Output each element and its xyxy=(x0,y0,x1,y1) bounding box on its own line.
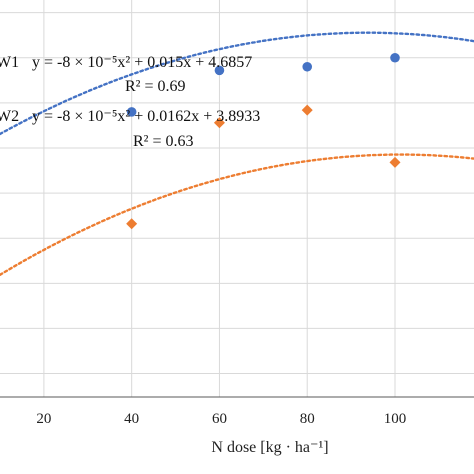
series2-trendline xyxy=(0,153,474,276)
series2-point xyxy=(301,104,313,116)
series2-name-label: W2 xyxy=(0,108,19,125)
series2-point xyxy=(126,218,138,230)
series1-trendline xyxy=(0,31,474,136)
series2-point xyxy=(213,117,225,129)
data-points xyxy=(126,52,401,230)
series1-point xyxy=(214,65,225,76)
trendlines xyxy=(0,31,474,276)
series2-point xyxy=(389,156,401,168)
series2-equation-label: y = -8 × 10⁻⁵x² + 0.0162x + 3.8933 xyxy=(32,108,260,125)
trendline-equations: W1 y = -8 × 10⁻⁵x² + 0.015x + 4.6857 R² … xyxy=(0,54,260,150)
x-tick-label: 80 xyxy=(300,411,315,427)
series1-point xyxy=(126,107,137,117)
series1-equation-label: y = -8 × 10⁻⁵x² + 0.015x + 4.6857 xyxy=(32,54,252,71)
x-axis-title: N dose [kg · ha⁻¹] xyxy=(211,439,328,456)
x-tick-label: 20 xyxy=(36,411,51,427)
series2-r2-label: R² = 0.63 xyxy=(133,133,194,150)
x-tick-labels: 20 40 60 80 100 xyxy=(36,411,406,427)
series1-name-label: W1 xyxy=(0,54,19,71)
x-tick-label: 60 xyxy=(212,411,227,427)
x-tick-label: 100 xyxy=(384,411,407,427)
series1-r2-label: R² = 0.69 xyxy=(125,78,186,95)
series1-point xyxy=(390,52,400,63)
x-tick-label: 40 xyxy=(124,411,139,427)
series1-point xyxy=(302,61,313,72)
